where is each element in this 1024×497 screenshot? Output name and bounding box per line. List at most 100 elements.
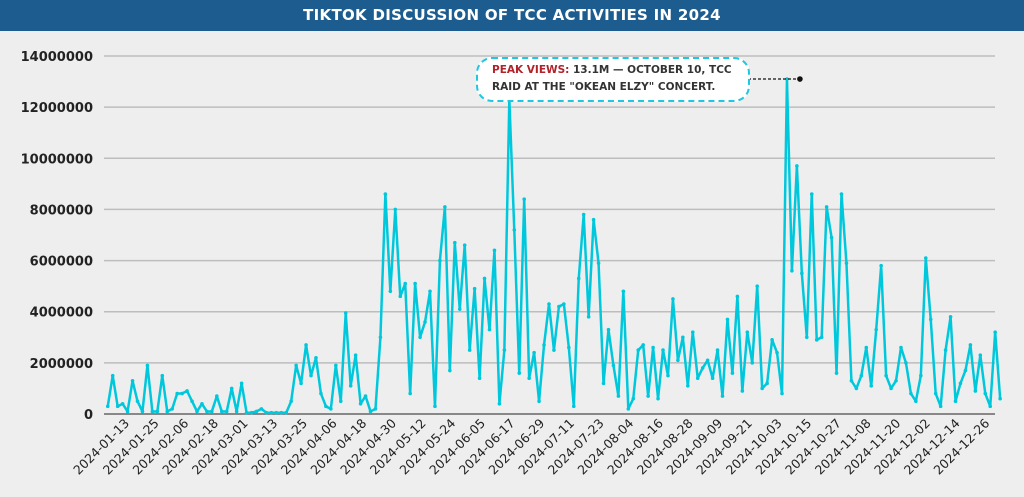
data-point — [224, 409, 229, 414]
data-point — [264, 410, 269, 415]
data-point — [899, 345, 903, 350]
data-point — [651, 345, 655, 350]
data-point — [735, 294, 740, 299]
data-point — [879, 263, 883, 268]
peak-marker-dot — [797, 76, 803, 82]
annotation-text-line2: RAID AT THE "OKEAN ELZY" CONCERT. — [492, 81, 716, 93]
data-point — [140, 409, 145, 414]
data-point — [547, 302, 551, 306]
chart-title: TIKTOK DISCUSSION OF TCC ACTIVITIES IN 2… — [0, 0, 1024, 31]
data-point — [492, 248, 497, 253]
data-point — [185, 389, 189, 393]
data-point — [928, 317, 933, 322]
data-point — [690, 330, 695, 334]
data-point — [502, 348, 507, 352]
data-point — [923, 256, 928, 260]
data-point — [636, 348, 641, 352]
data-point — [279, 410, 284, 415]
data-point — [517, 371, 522, 375]
data-point — [170, 407, 175, 411]
data-point — [378, 335, 383, 340]
data-point — [686, 384, 690, 388]
data-point — [611, 363, 616, 368]
data-point — [373, 407, 378, 411]
data-point — [259, 407, 264, 411]
data-point — [244, 410, 249, 415]
data-point — [175, 391, 179, 396]
data-point — [403, 281, 408, 286]
data-point — [309, 373, 313, 378]
data-point — [983, 391, 988, 396]
data-point — [775, 350, 779, 355]
y-tick-label: 10000000 — [21, 152, 93, 167]
data-point — [215, 394, 219, 398]
data-point — [289, 399, 293, 404]
data-point — [165, 409, 170, 414]
data-point — [210, 409, 214, 414]
data-point — [413, 281, 417, 286]
data-point — [705, 358, 710, 363]
data-point — [978, 353, 983, 357]
data-point — [710, 376, 715, 381]
data-point — [824, 205, 829, 209]
data-point — [869, 384, 874, 388]
data-point — [596, 261, 601, 265]
data-point — [695, 376, 700, 381]
data-point — [239, 381, 244, 386]
data-point — [105, 404, 110, 409]
data-point — [800, 271, 804, 276]
annotation-label: PEAK VIEWS: — [492, 64, 570, 76]
data-point — [319, 391, 323, 396]
y-tick-label: 12000000 — [21, 101, 93, 116]
data-point — [948, 315, 953, 319]
data-point — [125, 409, 130, 414]
data-point — [338, 399, 343, 404]
data-point — [368, 409, 373, 414]
data-point — [576, 276, 581, 281]
data-point — [973, 389, 978, 393]
data-point — [874, 327, 879, 332]
data-point — [130, 378, 135, 383]
data-point — [745, 330, 750, 334]
data-point — [205, 409, 209, 414]
data-point — [234, 409, 239, 414]
data-point — [383, 192, 388, 196]
data-point — [537, 399, 541, 404]
data-point — [135, 399, 140, 404]
data-point — [884, 373, 888, 378]
data-point — [666, 373, 670, 378]
y-tick-label: 0 — [84, 408, 93, 423]
data-point — [760, 386, 764, 391]
data-point — [428, 289, 432, 294]
data-point — [676, 358, 680, 363]
data-point — [938, 404, 943, 409]
data-point — [482, 276, 487, 281]
data-point — [656, 396, 660, 401]
data-point — [889, 386, 893, 391]
data-point — [790, 269, 794, 273]
data-point — [641, 343, 645, 347]
data-point — [522, 197, 527, 201]
data-point — [195, 409, 199, 414]
data-point — [343, 311, 348, 315]
data-point — [269, 410, 274, 415]
data-point — [834, 371, 839, 375]
data-point — [963, 368, 968, 373]
y-tick-label: 4000000 — [30, 306, 93, 321]
data-point — [304, 343, 308, 347]
data-point — [110, 373, 115, 378]
data-point — [720, 394, 725, 398]
data-point — [814, 338, 819, 342]
data-point — [294, 363, 298, 368]
data-point — [388, 289, 393, 294]
data-point — [527, 376, 531, 381]
data-point — [358, 401, 363, 406]
data-point — [334, 363, 338, 368]
data-point — [532, 350, 536, 355]
data-point — [433, 404, 437, 409]
data-point — [750, 361, 755, 365]
data-point — [180, 391, 184, 396]
data-point — [914, 399, 918, 404]
y-tick-label: 6000000 — [30, 255, 93, 270]
data-point — [348, 384, 353, 388]
